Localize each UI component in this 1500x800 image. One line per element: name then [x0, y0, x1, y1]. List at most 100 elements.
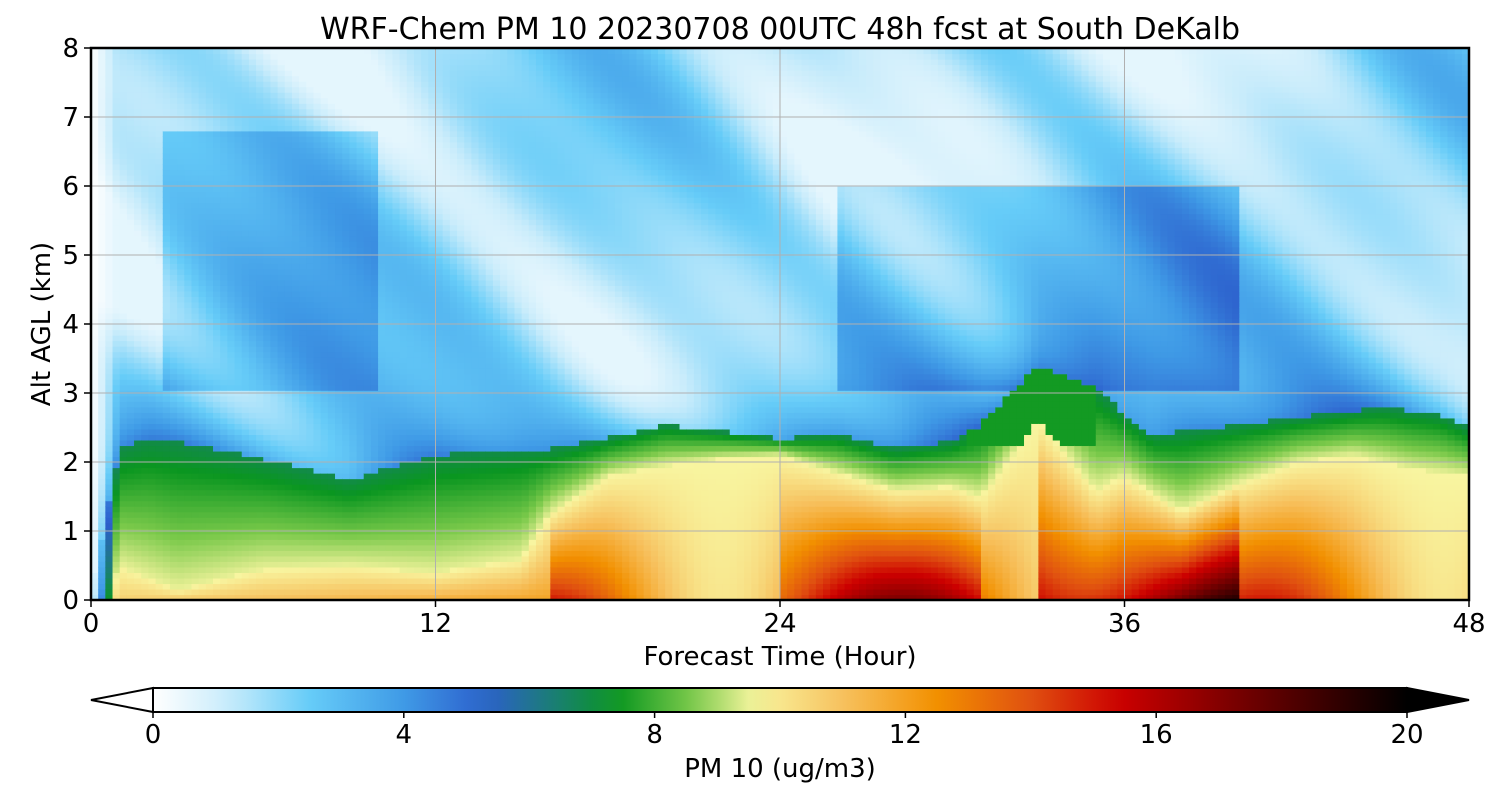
- heat-cell: [148, 64, 157, 71]
- heat-cell: [327, 511, 336, 518]
- heat-cell: [327, 296, 336, 303]
- heat-cell: [342, 257, 350, 264]
- heat-cell: [342, 119, 350, 126]
- heat-cell: [91, 125, 99, 132]
- heat-cell: [191, 169, 200, 176]
- heat-cell: [349, 450, 358, 458]
- heat-cell: [177, 125, 185, 132]
- heat-cell: [256, 572, 264, 579]
- heat-cell: [112, 473, 121, 480]
- heat-cell: [428, 174, 437, 182]
- heat-cell: [370, 434, 379, 441]
- heat-cell: [378, 588, 386, 596]
- heat-cell: [191, 235, 200, 242]
- heat-cell: [148, 362, 157, 369]
- heat-cell: [349, 346, 358, 353]
- heat-cell: [91, 141, 99, 148]
- heat-cell: [284, 263, 293, 270]
- heat-cell: [184, 500, 193, 507]
- heat-cell: [335, 125, 343, 132]
- heat-cell: [277, 340, 286, 347]
- heat-cell: [98, 158, 106, 165]
- heat-cell: [112, 246, 121, 253]
- heat-cell: [270, 70, 279, 77]
- heat-cell: [385, 197, 394, 204]
- heat-cell: [184, 379, 193, 386]
- heat-cell: [177, 351, 185, 358]
- heat-cell: [270, 445, 279, 452]
- heat-cell: [335, 202, 343, 209]
- heat-cell: [119, 191, 128, 198]
- heat-cell: [198, 384, 207, 391]
- heat-cell: [370, 368, 379, 375]
- heat-cell: [356, 224, 365, 231]
- heat-cell: [349, 511, 358, 518]
- heat-cell: [91, 324, 99, 331]
- heat-cell: [306, 577, 315, 585]
- heat-cell: [299, 445, 307, 452]
- heat-cell: [392, 202, 401, 209]
- heat-cell: [162, 213, 171, 220]
- heat-cell: [91, 235, 99, 242]
- heat-cell: [112, 318, 121, 325]
- heat-cell: [169, 235, 178, 242]
- heat-cell: [134, 484, 142, 491]
- heat-cell: [119, 373, 128, 380]
- heat-cell: [335, 263, 343, 270]
- heat-cell: [141, 186, 150, 193]
- heat-cell: [270, 86, 279, 93]
- heat-cell: [155, 312, 164, 320]
- heat-cell: [284, 588, 293, 596]
- heat-cell: [270, 230, 279, 237]
- heat-cell: [234, 384, 243, 391]
- heat-cell: [184, 357, 193, 364]
- heat-cell: [169, 301, 178, 309]
- heat-cell: [256, 555, 264, 562]
- heat-cell: [320, 268, 329, 275]
- heat-cell: [327, 48, 336, 55]
- heat-cell: [234, 59, 243, 66]
- heat-cell: [241, 351, 250, 358]
- heat-cell: [91, 174, 99, 182]
- heat-cell: [435, 533, 444, 540]
- heat-cell: [421, 439, 429, 447]
- heat-cell: [284, 130, 293, 137]
- heat-cell: [112, 163, 121, 171]
- heat-cell: [349, 351, 358, 358]
- heat-cell: [291, 130, 300, 137]
- heat-cell: [191, 257, 200, 264]
- heat-cell: [141, 241, 150, 248]
- heat-cell: [213, 81, 221, 88]
- heat-cell: [162, 81, 171, 88]
- heat-cell: [119, 301, 128, 309]
- heat-cell: [198, 197, 207, 204]
- heat-cell: [313, 174, 322, 182]
- heat-cell: [256, 130, 264, 137]
- heat-cell: [134, 296, 142, 303]
- heat-cell: [169, 495, 178, 502]
- heat-cell: [327, 522, 336, 529]
- heat-cell: [378, 511, 386, 518]
- heat-cell: [435, 296, 444, 303]
- heat-cell: [205, 136, 214, 143]
- heat-cell: [234, 235, 243, 242]
- heat-cell: [421, 533, 429, 540]
- heat-cell: [263, 566, 272, 573]
- heat-cell: [363, 235, 372, 242]
- heat-cell: [363, 130, 372, 137]
- heat-cell: [370, 473, 379, 480]
- heat-cell: [442, 401, 451, 408]
- heat-cell: [442, 219, 451, 226]
- heat-cell: [399, 241, 408, 248]
- heat-cell: [406, 379, 415, 386]
- heat-cell: [442, 539, 451, 546]
- heat-cell: [335, 197, 343, 204]
- heat-cell: [213, 219, 221, 226]
- heat-cell: [263, 64, 272, 71]
- heat-cell: [141, 279, 150, 286]
- heat-cell: [184, 163, 193, 171]
- heat-cell: [313, 445, 322, 452]
- heat-cell: [306, 230, 315, 237]
- heat-cell: [227, 263, 236, 270]
- heat-cell: [162, 329, 171, 336]
